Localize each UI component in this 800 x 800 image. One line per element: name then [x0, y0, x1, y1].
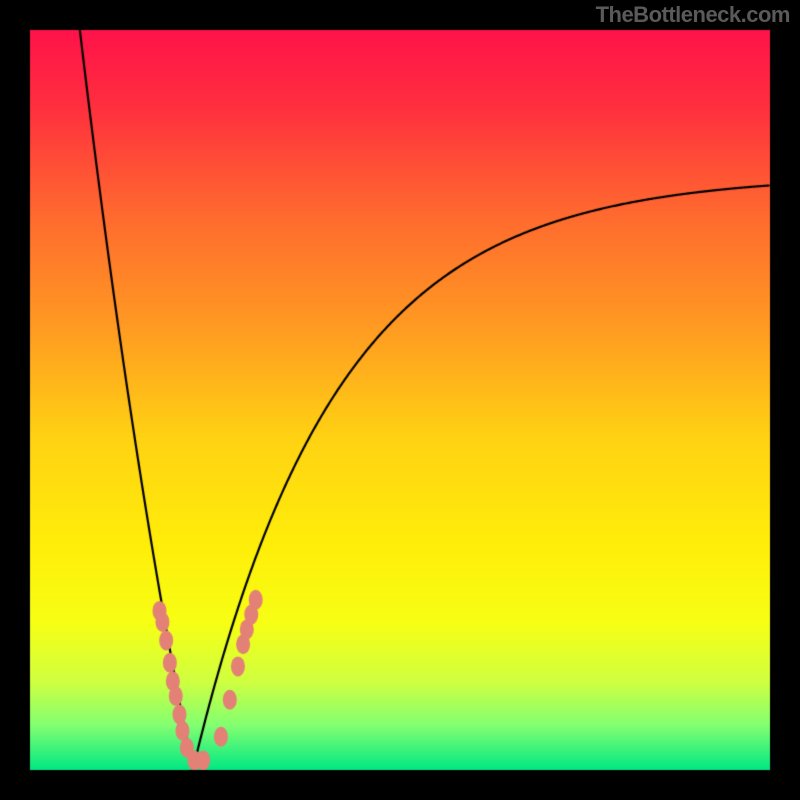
watermark-text: TheBottleneck.com	[596, 2, 790, 28]
bottleneck-curve-chart	[0, 0, 800, 800]
chart-stage: TheBottleneck.com	[0, 0, 800, 800]
